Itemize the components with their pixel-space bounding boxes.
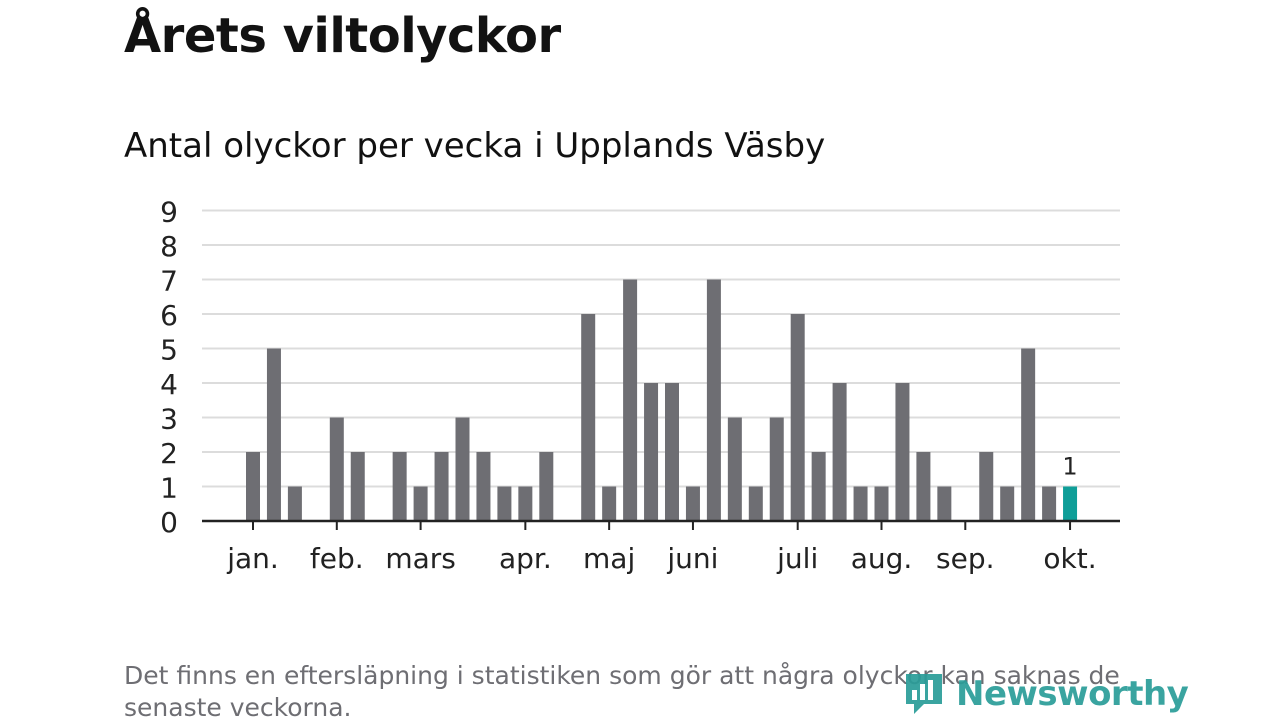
x-tick-label: sep.: [936, 542, 995, 575]
x-tick-label: juni: [666, 542, 718, 575]
y-tick-label: 3: [160, 403, 178, 436]
bar: [329, 417, 344, 521]
bar: [434, 452, 449, 521]
x-tick-label: maj: [583, 542, 635, 575]
bar: [581, 314, 596, 521]
bar: [874, 486, 889, 521]
bar: [602, 486, 617, 521]
bar: [1042, 486, 1057, 521]
bar: [392, 452, 407, 521]
y-tick-label: 4: [160, 368, 178, 401]
x-tick-label: apr.: [499, 542, 552, 575]
x-tick-label: aug.: [851, 542, 913, 575]
x-tick-label: okt.: [1043, 542, 1096, 575]
x-tick-label: feb.: [310, 542, 364, 575]
x-tick-label: mars: [385, 542, 456, 575]
bar: [266, 348, 281, 521]
bar: [937, 486, 952, 521]
x-tick-label: jan.: [226, 542, 279, 575]
footnote: Det finns en eftersläpning i statistiken…: [124, 661, 1120, 722]
x-tick-label: juli: [776, 542, 818, 575]
y-tick-label: 0: [160, 506, 178, 539]
logo-text: Newsworthy: [956, 674, 1189, 714]
chart-subtitle: Antal olyckor per vecka i Upplands Väsby: [124, 126, 826, 166]
bar: [644, 383, 659, 521]
bar: [350, 452, 365, 521]
bar: [1000, 486, 1015, 521]
bar: [769, 417, 784, 521]
bar: [518, 486, 533, 521]
bar: [685, 486, 700, 521]
y-tick-label: 8: [160, 230, 178, 263]
bar: [853, 486, 868, 521]
bar: [246, 452, 260, 521]
bar: [748, 486, 763, 521]
newsworthy-logo: Newsworthy: [902, 670, 1189, 718]
newsworthy-logo-icon: [906, 674, 942, 714]
y-tick-label: 2: [160, 437, 178, 470]
bar: [287, 486, 302, 521]
bar: [811, 452, 826, 521]
bar: [895, 383, 910, 521]
bar: [623, 279, 638, 521]
bar-highlight: [1063, 486, 1078, 521]
bar: [665, 383, 679, 521]
page-title: Årets viltolyckor: [124, 8, 561, 64]
bar: [1021, 348, 1036, 521]
bar: [727, 417, 742, 521]
y-tick-label: 7: [160, 265, 178, 298]
bar: [413, 486, 428, 521]
bar: [979, 452, 994, 521]
bar: [790, 314, 805, 521]
y-tick-label: 1: [160, 472, 178, 505]
bar: [476, 452, 491, 521]
bar-data-label: 1: [1062, 453, 1077, 481]
bar: [539, 452, 554, 521]
bar: [916, 452, 931, 521]
y-tick-label: 6: [160, 299, 178, 332]
y-tick-label: 5: [160, 334, 178, 367]
bar: [832, 383, 847, 521]
bar: [497, 486, 512, 521]
y-tick-label: 9: [160, 196, 178, 229]
bar: [706, 279, 721, 521]
bar: [455, 417, 470, 521]
